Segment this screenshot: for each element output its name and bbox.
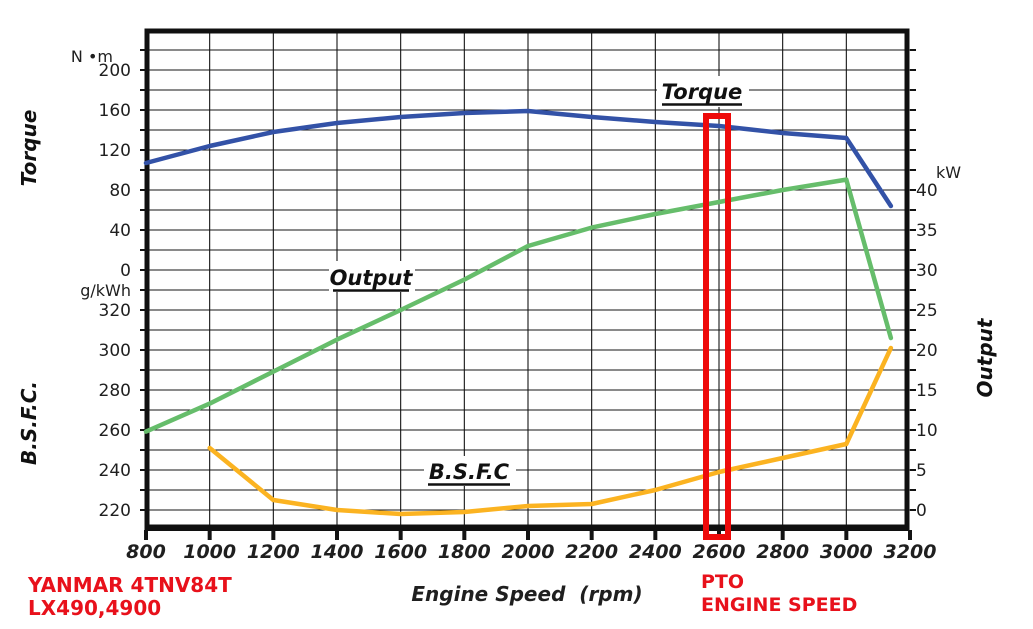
torque-curve-label: Torque bbox=[657, 76, 749, 107]
x-tick-label: 2200 bbox=[565, 541, 618, 563]
bsfc-label-bg bbox=[424, 456, 516, 486]
engine-model-line1: YANMAR 4TNV84T bbox=[27, 573, 232, 597]
axis-tick-marks bbox=[140, 49, 916, 540]
pto-highlight-box bbox=[703, 113, 731, 540]
torque-tick-label: 0 bbox=[120, 261, 131, 281]
output-tick-label: 10 bbox=[916, 421, 938, 441]
x-tick-label: 3200 bbox=[884, 541, 937, 563]
torque-curve bbox=[143, 108, 894, 209]
output-tick-label: 30 bbox=[916, 261, 938, 281]
x-tick-label: 2400 bbox=[629, 541, 682, 563]
bsfc-axis-title: B.S.F.C. bbox=[17, 381, 41, 465]
tick-labels: 2001601208040032030028026024022040353025… bbox=[99, 61, 938, 563]
output-tick-label: 15 bbox=[916, 381, 938, 401]
torque-unit-label: N •m bbox=[71, 47, 113, 66]
bsfc-unit-label: g/kWh bbox=[80, 281, 131, 300]
output-tick-label: 35 bbox=[916, 221, 938, 241]
bsfc-tick-label: 280 bbox=[99, 381, 131, 401]
engine-model-line2: LX490,4900 bbox=[28, 596, 161, 620]
output-curve-label: Output bbox=[329, 261, 415, 292]
x-tick-label: 1200 bbox=[247, 541, 300, 563]
bsfc-tick-label: 260 bbox=[99, 421, 131, 441]
torque-tick-label: 160 bbox=[99, 101, 131, 121]
x-tick-label: 1000 bbox=[183, 541, 236, 563]
torque-tick-label: 200 bbox=[99, 61, 131, 81]
output-unit-label: kW bbox=[936, 163, 961, 182]
x-tick-label: 2600 bbox=[693, 541, 746, 563]
output-tick-label: 25 bbox=[916, 301, 938, 321]
pto-speed-highlight bbox=[703, 113, 731, 540]
bsfc-tick-label: 320 bbox=[99, 301, 131, 321]
output-axis-title: Output bbox=[973, 317, 997, 397]
output-tick-label: 40 bbox=[916, 181, 938, 201]
bsfc-label-text: B.S.F.C bbox=[429, 460, 510, 484]
x-tick-label: 800 bbox=[126, 541, 166, 563]
x-tick-label: 3000 bbox=[820, 541, 873, 563]
output-label-bg bbox=[329, 261, 415, 292]
torque-label-bg bbox=[657, 76, 749, 107]
x-tick-label: 2800 bbox=[756, 541, 809, 563]
grid bbox=[146, 30, 910, 530]
output-tick-label: 5 bbox=[916, 461, 927, 481]
x-tick-label: 2000 bbox=[502, 541, 555, 563]
pto-note-line2: ENGINE SPEED bbox=[701, 594, 857, 616]
x-tick-label: 1400 bbox=[311, 541, 364, 563]
bsfc-tick-label: 240 bbox=[99, 461, 131, 481]
torque-tick-label: 40 bbox=[109, 221, 131, 241]
pto-note-line1: PTO bbox=[701, 571, 744, 593]
bsfc-curve bbox=[207, 345, 894, 517]
torque-tick-label: 120 bbox=[99, 141, 131, 161]
torque-tick-label: 80 bbox=[109, 181, 131, 201]
output-tick-label: 20 bbox=[916, 341, 938, 361]
curves bbox=[143, 108, 894, 517]
bsfc-curve-label: B.S.F.C bbox=[424, 456, 516, 486]
torque-axis-title: Torque bbox=[17, 110, 41, 187]
output-label-text: Output bbox=[330, 266, 414, 290]
plot-border bbox=[144, 28, 910, 530]
bsfc-tick-label: 300 bbox=[99, 341, 131, 361]
torque-label-text: Torque bbox=[662, 80, 743, 104]
x-tick-label: 1600 bbox=[374, 541, 427, 563]
bsfc-tick-label: 220 bbox=[99, 501, 131, 521]
output-curve bbox=[143, 177, 894, 434]
x-tick-label: 1800 bbox=[438, 541, 491, 563]
output-tick-label: 0 bbox=[916, 501, 927, 521]
x-axis-title: Engine Speed (rpm) bbox=[411, 582, 642, 606]
